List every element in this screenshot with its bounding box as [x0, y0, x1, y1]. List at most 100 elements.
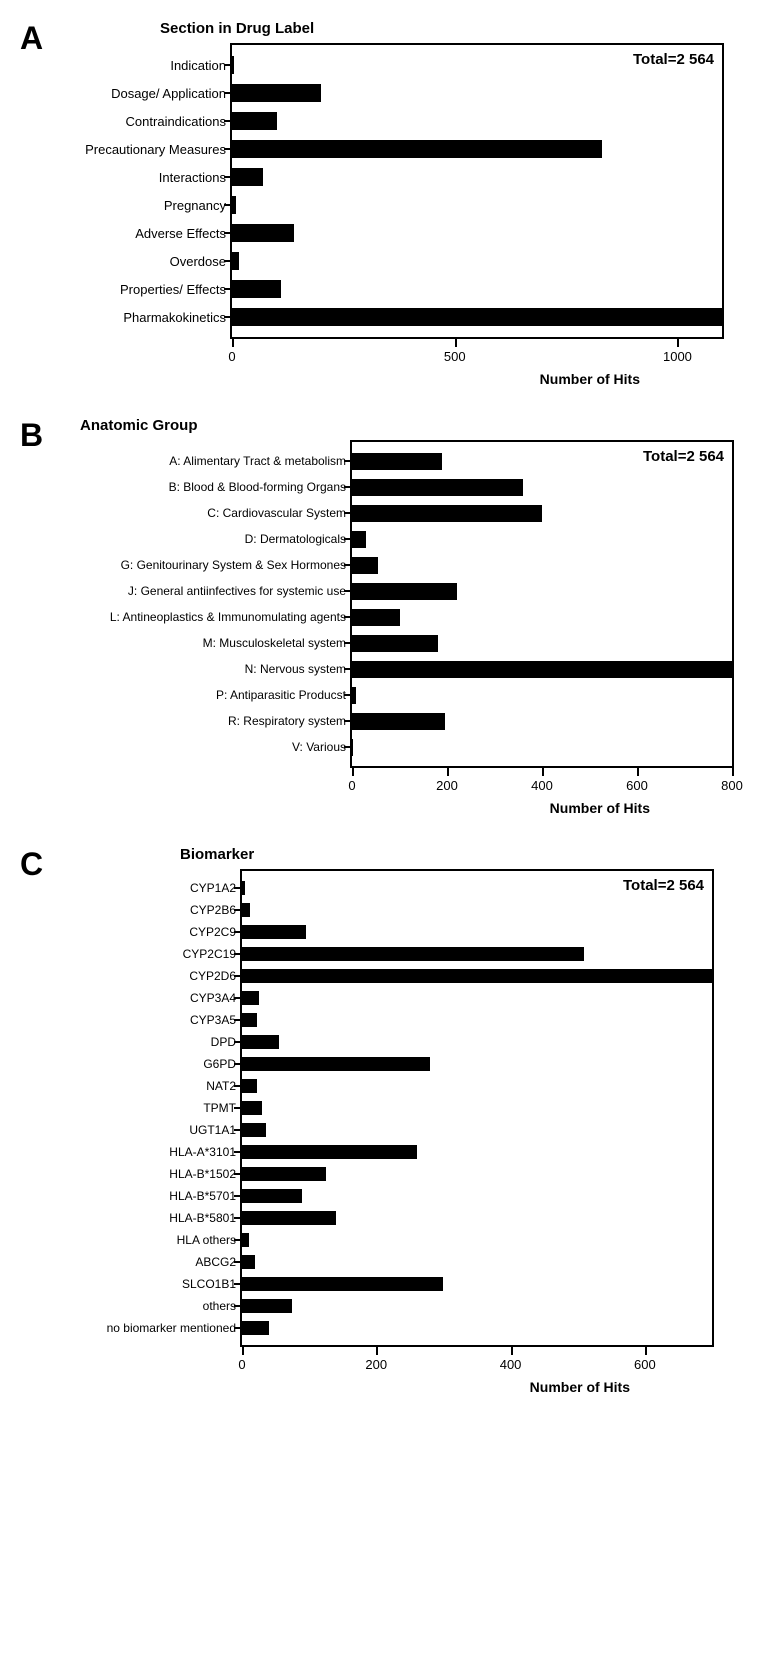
x-axis-title: Number of Hits — [240, 1379, 710, 1395]
x-tick-mark — [637, 768, 639, 776]
y-axis-label: HLA-B*5801 — [169, 1211, 240, 1225]
y-tick-mark — [224, 260, 230, 262]
plot-area: Total=2 564 — [240, 869, 714, 1347]
x-tick-label: 1000 — [663, 349, 692, 364]
x-tick-mark — [542, 768, 544, 776]
y-axis-label: D: Dermatologicals — [245, 532, 350, 546]
x-axis-title: Number of Hits — [350, 800, 730, 816]
bar — [232, 112, 277, 130]
bar — [242, 947, 584, 961]
bar — [352, 505, 542, 522]
y-tick-mark — [234, 1085, 240, 1087]
y-axis-label: CYP1A2 — [190, 881, 240, 895]
chart-title: Section in Drug Label — [60, 20, 756, 37]
bar — [232, 84, 321, 102]
y-axis-label: CYP2C19 — [183, 947, 240, 961]
y-tick-mark — [234, 1195, 240, 1197]
y-tick-mark — [234, 1239, 240, 1241]
y-tick-mark — [344, 668, 350, 670]
y-tick-mark — [224, 288, 230, 290]
y-tick-mark — [234, 1305, 240, 1307]
bar — [242, 1035, 279, 1049]
bar — [242, 1299, 292, 1313]
bar — [352, 713, 445, 730]
bar — [242, 1145, 417, 1159]
y-axis-label: Pregnancy — [164, 198, 230, 213]
bar — [352, 531, 366, 548]
x-tick-label: 0 — [238, 1357, 245, 1372]
panel-c: CBiomarkerCYP1A2CYP2B6CYP2C9CYP2C19CYP2D… — [20, 846, 756, 1395]
y-tick-mark — [234, 1261, 240, 1263]
y-axis-label: Overdose — [170, 254, 230, 269]
y-axis-label: HLA-B*5701 — [169, 1189, 240, 1203]
y-axis-label: V: Various — [292, 740, 350, 754]
bar — [242, 1123, 266, 1137]
x-tick-label: 0 — [228, 349, 235, 364]
y-axis-label: SLCO1B1 — [182, 1277, 240, 1291]
y-axis-label: P: Antiparasitic Producst — [216, 688, 350, 702]
y-tick-mark — [234, 1041, 240, 1043]
bar — [352, 739, 353, 756]
y-axis-label: Interactions — [159, 170, 230, 185]
y-axis-label: CYP2B6 — [190, 903, 240, 917]
y-tick-mark — [234, 1327, 240, 1329]
y-axis-label: Pharmakokinetics — [123, 310, 230, 325]
bar — [242, 1211, 336, 1225]
bar — [242, 1255, 255, 1269]
x-tick-label: 500 — [444, 349, 466, 364]
y-tick-mark — [344, 694, 350, 696]
x-tick-label: 0 — [348, 778, 355, 793]
bar — [242, 1079, 257, 1093]
x-tick-label: 200 — [365, 1357, 387, 1372]
y-tick-mark — [234, 1063, 240, 1065]
x-tick-mark — [232, 339, 234, 347]
y-tick-mark — [344, 590, 350, 592]
y-tick-mark — [344, 564, 350, 566]
bar — [232, 308, 722, 326]
y-tick-mark — [234, 997, 240, 999]
y-axis-label: C: Cardiovascular System — [207, 506, 350, 520]
y-tick-mark — [234, 887, 240, 889]
y-axis-label: J: General antiinfectives for systemic u… — [128, 584, 350, 598]
bar — [232, 196, 236, 214]
y-tick-mark — [234, 931, 240, 933]
y-tick-mark — [224, 232, 230, 234]
bar — [232, 224, 294, 242]
bar — [232, 280, 281, 298]
x-tick-mark — [511, 1347, 513, 1355]
plot-area: Total=2 564 — [230, 43, 724, 339]
chart-title: Biomarker — [60, 846, 756, 863]
bar — [232, 56, 234, 74]
y-tick-mark — [224, 92, 230, 94]
x-tick-mark — [677, 339, 679, 347]
y-tick-mark — [234, 1283, 240, 1285]
bar — [232, 168, 263, 186]
bar — [352, 583, 457, 600]
y-axis-label: R: Respiratory system — [228, 714, 350, 728]
plot-area: Total=2 564 — [350, 440, 734, 768]
panel-a: A Section in Drug Label Indication Dosage/ … — [20, 20, 756, 387]
y-tick-mark — [224, 316, 230, 318]
y-axis-label: Indication — [170, 58, 230, 73]
y-tick-mark — [344, 642, 350, 644]
y-axis-label: Dosage/ Application — [111, 86, 230, 101]
y-axis-label: HLA-B*1502 — [169, 1167, 240, 1181]
bar — [242, 1101, 262, 1115]
x-axis-title: Number of Hits — [230, 371, 720, 387]
bar — [352, 609, 400, 626]
x-tick-mark — [645, 1347, 647, 1355]
bar — [242, 925, 306, 939]
bar — [242, 1167, 326, 1181]
y-tick-mark — [344, 460, 350, 462]
y-tick-mark — [234, 1107, 240, 1109]
chart-container: Section in Drug Label Indication Dosage/ A… — [60, 20, 756, 387]
x-tick-mark — [376, 1347, 378, 1355]
y-axis-label: B: Blood & Blood-forming Organs — [169, 480, 350, 494]
panel-letter: A — [20, 20, 43, 57]
y-tick-mark — [224, 204, 230, 206]
y-tick-mark — [224, 64, 230, 66]
bar — [352, 635, 438, 652]
y-axis-label: N: Nervous system — [245, 662, 350, 676]
bar — [242, 1321, 269, 1335]
chart-title: Anatomic Group — [60, 417, 756, 434]
